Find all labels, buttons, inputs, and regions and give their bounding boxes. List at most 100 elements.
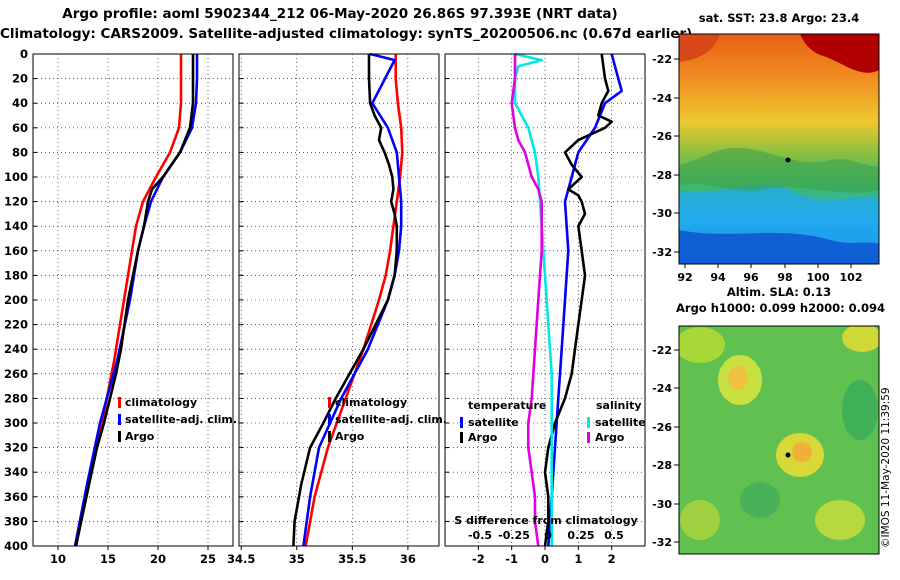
series-line	[304, 54, 404, 547]
salinity-scale-label: -0.5	[468, 529, 492, 542]
sst-warm-patch-west	[679, 34, 720, 62]
legend-label: Argo	[595, 431, 625, 444]
sst-cold-patch	[679, 230, 879, 264]
lat-tick-label: -30	[652, 207, 672, 220]
lon-tick-label: 94	[710, 271, 726, 284]
legend-swatch	[118, 414, 121, 425]
depth-tick-label: 100	[4, 170, 28, 184]
lat-tick-label: -26	[652, 130, 672, 143]
lon-tick-label: 100	[807, 271, 830, 284]
depth-tick-label: 360	[4, 490, 28, 504]
lat-tick-label: -26	[652, 421, 672, 434]
legend-group-salinity: salinity	[596, 399, 642, 412]
series-line	[74, 54, 195, 547]
series-line	[74, 54, 183, 547]
legend-swatch	[460, 432, 463, 443]
sla-blob	[679, 327, 725, 363]
legend-label: Argo	[335, 430, 365, 443]
sst-green-band	[679, 147, 879, 193]
depth-tick-label: 400	[4, 539, 28, 553]
depth-tick-label: 40	[12, 96, 28, 110]
depth-tick-label: 220	[4, 318, 28, 332]
sla-blob	[680, 500, 720, 540]
depth-tick-label: 380	[4, 514, 28, 528]
depth-tick-label: 240	[4, 342, 28, 356]
legend-swatch	[328, 414, 331, 425]
legend-label: climatology	[125, 396, 197, 409]
x-tick-label: 1	[574, 552, 582, 566]
lat-tick-label: -24	[652, 92, 672, 105]
sst-map-title: sat. SST: 23.8 Argo: 23.4	[698, 11, 860, 25]
sla-blob	[792, 442, 812, 462]
lat-tick-label: -32	[652, 246, 672, 259]
salinity-scale-label: -0.25	[498, 529, 530, 542]
legend-label: Argo	[125, 430, 155, 443]
lon-tick-label: 96	[743, 271, 759, 284]
legend-swatch	[587, 417, 590, 428]
depth-tick-label: 340	[4, 465, 28, 479]
sla-map-title-2: Argo h1000: 0.099 h2000: 0.094	[676, 301, 886, 315]
sst-map-frame	[678, 33, 880, 265]
depth-tick-label: 280	[4, 391, 28, 405]
legend-swatch	[587, 432, 590, 443]
lat-tick-label: -28	[652, 169, 672, 182]
legend-label: satellite-adj. clim.	[335, 413, 447, 426]
depth-tick-label: 180	[4, 268, 28, 282]
depth-tick-label: 140	[4, 219, 28, 233]
sla-blob	[815, 500, 865, 540]
x-tick-label: 0	[541, 552, 549, 566]
legend-group-temperature: temperature	[468, 399, 546, 412]
sst-warm-patch	[800, 34, 879, 73]
sla-blob	[842, 326, 879, 352]
panel-1: 10 15 20 25 0 20 40 60 80 100 120 140 160 180 200 220 24…	[4, 47, 237, 566]
legend-swatch	[118, 397, 121, 408]
x-tick-label: 20	[150, 552, 166, 566]
lat-tick-label: -30	[652, 498, 672, 511]
panel-frame	[32, 53, 234, 547]
depth-tick-label: 260	[4, 367, 28, 381]
x-tick-label: 15	[100, 552, 116, 566]
lat-tick-label: -24	[652, 382, 672, 395]
x-tick-label: 10	[50, 552, 66, 566]
salinity-scale-label: 0.5	[604, 529, 624, 542]
sla-blob	[728, 366, 748, 390]
depth-tick-label: 200	[4, 293, 28, 307]
lon-tick-label: 92	[677, 271, 692, 284]
legend-swatch	[328, 431, 331, 442]
series-line	[510, 54, 544, 547]
depth-tick-label: 60	[12, 121, 28, 135]
lon-tick-label: 98	[777, 271, 792, 284]
sla-map	[678, 325, 880, 555]
x-tick-label: 34.5	[227, 552, 255, 566]
legend-swatch	[328, 397, 331, 408]
sla-blob	[740, 482, 780, 518]
profile-panels: 10 15 20 2502040608010012014016018020022024…	[4, 47, 646, 566]
series-line	[292, 54, 399, 547]
lat-tick-label: -22	[652, 53, 672, 66]
legend-label: Argo	[468, 431, 498, 444]
legend-swatch	[118, 431, 121, 442]
lat-tick-label: -22	[652, 344, 672, 357]
legend-label: satellite-adj. clim.	[125, 413, 237, 426]
sla-blob	[842, 380, 878, 440]
argo-position-marker	[785, 452, 791, 458]
series-line	[513, 52, 554, 546]
argo-position-marker	[785, 157, 791, 163]
title-line-2: Climatology: CARS2009. Satellite-adjuste…	[0, 26, 693, 42]
salinity-scale-label: 0.25	[567, 529, 594, 542]
x-tick-label: 25	[200, 552, 216, 566]
depth-tick-label: 0	[20, 47, 28, 61]
x-tick-label: 36	[400, 552, 416, 566]
salinity-scale-label: 0	[544, 529, 552, 542]
sla-map-frame	[678, 325, 880, 555]
difference-axis-title: S difference from climatology	[454, 514, 638, 527]
series-line	[73, 54, 199, 547]
panel-3: -2 -1 0 1 2 temperature salinity satellite Argo s…	[444, 52, 646, 566]
depth-tick-label: 20	[12, 72, 28, 86]
x-tick-label: 35	[289, 552, 305, 566]
sst-map	[678, 33, 880, 265]
legend-label: satellite	[595, 416, 646, 429]
depth-tick-label: 300	[4, 416, 28, 430]
x-tick-label: -1	[505, 552, 518, 566]
